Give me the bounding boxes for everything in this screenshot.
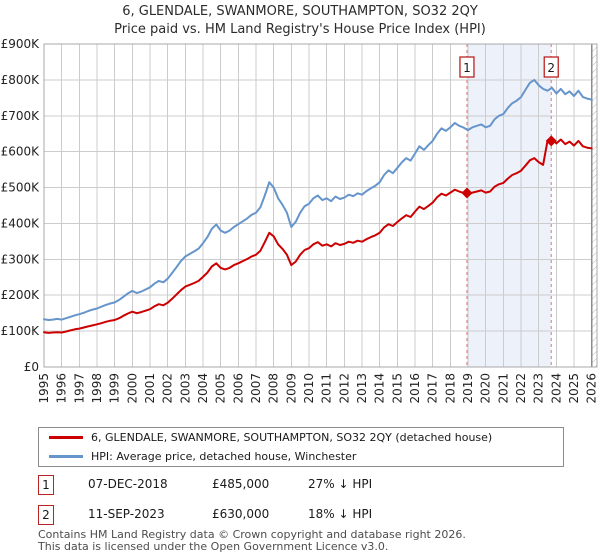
svg-text:£200K: £200K <box>1 288 41 302</box>
svg-text:1: 1 <box>463 61 471 75</box>
svg-text:2008: 2008 <box>267 373 281 404</box>
transaction-row-1: 1 07-DEC-2018 £485,000 27% ↓ HPI <box>38 475 578 495</box>
transaction-2-number-badge: 2 <box>38 505 54 525</box>
svg-text:2009: 2009 <box>284 373 298 404</box>
svg-text:£700K: £700K <box>1 109 41 123</box>
svg-text:2017: 2017 <box>426 373 440 404</box>
svg-text:2: 2 <box>547 61 555 75</box>
transaction-row-2: 2 11-SEP-2023 £630,000 18% ↓ HPI <box>38 505 578 525</box>
svg-text:2026: 2026 <box>585 373 599 404</box>
copyright-line-1: Contains HM Land Registry data © Crown c… <box>38 528 466 541</box>
svg-text:2000: 2000 <box>125 373 139 404</box>
svg-text:2006: 2006 <box>231 373 245 404</box>
svg-text:2015: 2015 <box>390 373 404 404</box>
svg-text:£400K: £400K <box>1 216 41 230</box>
transaction-2-price: £630,000 <box>212 507 270 521</box>
chart-legend: 6, GLENDALE, SWANMORE, SOUTHAMPTON, SO32… <box>38 427 564 467</box>
svg-text:£900K: £900K <box>1 37 41 51</box>
svg-text:2023: 2023 <box>532 373 546 404</box>
chart-subtitle: Price paid vs. HM Land Registry's House … <box>114 22 486 37</box>
svg-text:2007: 2007 <box>249 373 263 404</box>
chart-title: 6, GLENDALE, SWANMORE, SOUTHAMPTON, SO32… <box>122 4 478 19</box>
legend-item-hpi: HPI: Average price, detached house, Winc… <box>39 449 563 465</box>
svg-text:2018: 2018 <box>443 373 457 404</box>
svg-text:1998: 1998 <box>90 373 104 404</box>
svg-text:1997: 1997 <box>72 373 86 404</box>
legend-label-hpi: HPI: Average price, detached house, Winc… <box>91 450 357 463</box>
svg-text:1999: 1999 <box>108 373 122 404</box>
svg-text:£600K: £600K <box>1 145 41 159</box>
transaction-2-date: 11-SEP-2023 <box>88 507 165 521</box>
svg-text:£0: £0 <box>24 360 39 374</box>
svg-text:2010: 2010 <box>302 373 316 404</box>
svg-text:£800K: £800K <box>1 73 41 87</box>
transaction-1-date: 07-DEC-2018 <box>88 477 168 491</box>
svg-text:2024: 2024 <box>549 373 563 404</box>
svg-text:2016: 2016 <box>408 373 422 404</box>
legend-label-property: 6, GLENDALE, SWANMORE, SOUTHAMPTON, SO32… <box>91 431 493 444</box>
hpi-series-swatch-icon <box>49 455 83 458</box>
svg-text:2004: 2004 <box>196 373 210 404</box>
svg-text:£300K: £300K <box>1 252 41 266</box>
transaction-1-price: £485,000 <box>212 477 270 491</box>
transaction-1-number-badge: 1 <box>38 475 54 495</box>
svg-text:2003: 2003 <box>178 373 192 404</box>
svg-text:1995: 1995 <box>37 373 51 404</box>
svg-text:£500K: £500K <box>1 181 41 195</box>
svg-text:2002: 2002 <box>161 373 175 404</box>
price-chart-plot: 1 2 £0 £100K £200K £300K £400K £500K £600K £700K £… <box>1 37 599 404</box>
svg-text:2012: 2012 <box>337 373 351 404</box>
svg-text:1996: 1996 <box>55 373 69 404</box>
svg-text:2013: 2013 <box>355 373 369 404</box>
svg-text:2005: 2005 <box>214 373 228 404</box>
legend-item-property: 6, GLENDALE, SWANMORE, SOUTHAMPTON, SO32… <box>39 430 563 446</box>
svg-text:2001: 2001 <box>143 373 157 404</box>
svg-text:£100K: £100K <box>1 324 41 338</box>
svg-text:2025: 2025 <box>567 373 581 404</box>
svg-text:2014: 2014 <box>373 373 387 404</box>
transaction-2-hpi-diff: 18% ↓ HPI <box>308 507 373 521</box>
svg-text:2022: 2022 <box>514 373 528 404</box>
copyright-line-2: This data is licensed under the Open Gov… <box>38 540 389 553</box>
svg-text:2020: 2020 <box>479 373 493 404</box>
svg-text:2021: 2021 <box>496 373 510 404</box>
svg-text:2011: 2011 <box>320 373 334 404</box>
svg-text:2019: 2019 <box>461 373 475 404</box>
transaction-1-hpi-diff: 27% ↓ HPI <box>308 477 373 491</box>
property-series-swatch-icon <box>49 436 83 439</box>
